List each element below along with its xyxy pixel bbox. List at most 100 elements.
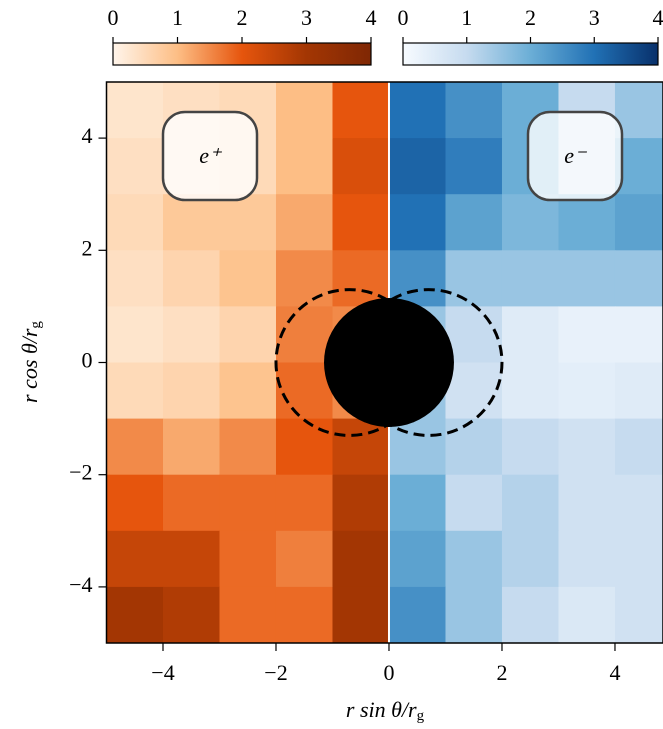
heatmap-cell xyxy=(445,306,503,363)
heatmap-cell xyxy=(332,586,390,643)
heatmap-cell xyxy=(106,418,164,476)
heatmap-cell xyxy=(614,586,663,643)
heatmap-cell xyxy=(219,530,277,588)
event-horizon xyxy=(324,297,454,428)
heatmap-cell xyxy=(614,362,663,420)
heatmap-cell xyxy=(332,194,390,251)
colorbar xyxy=(112,42,372,66)
y-axis-label: r cos θ/rg xyxy=(17,321,44,403)
heatmap-cell xyxy=(219,194,277,251)
y-label-sub: g xyxy=(28,321,44,329)
heatmap-cell xyxy=(614,250,663,307)
heatmap-cell xyxy=(558,250,616,307)
heatmap-cell xyxy=(162,474,220,532)
heatmap-cell xyxy=(388,530,446,588)
y-tick-label: −4 xyxy=(69,572,92,597)
heatmap-cell xyxy=(614,306,663,363)
heatmap-cell xyxy=(106,250,164,307)
heatmap-cell xyxy=(162,530,220,588)
heatmap-cell xyxy=(558,530,616,588)
heatmap-cell xyxy=(162,194,220,251)
heatmap-cell xyxy=(445,586,503,643)
heatmap-cell xyxy=(275,306,333,363)
heatmap-cell xyxy=(275,586,333,643)
heatmap-cell xyxy=(614,82,663,139)
x-label-sub: g xyxy=(417,708,425,724)
heatmap-cell xyxy=(445,362,503,420)
heatmap-cell xyxy=(275,530,333,588)
heatmap-cell xyxy=(558,194,616,251)
heatmap-cell xyxy=(275,474,333,532)
heatmap-cell xyxy=(219,362,277,420)
heatmap-cell xyxy=(275,250,333,307)
x-label-main: r sin θ/r xyxy=(346,697,417,722)
heatmap-cell xyxy=(332,82,390,139)
heatmap-cell xyxy=(162,306,220,363)
heatmap-cell xyxy=(558,418,616,476)
colorbar-tick-label: 1 xyxy=(172,5,183,30)
heatmap-cell xyxy=(388,418,446,476)
heatmap-cell xyxy=(501,306,559,363)
heatmap-cell xyxy=(558,474,616,532)
heatmap-cell xyxy=(501,530,559,588)
heatmap-cell xyxy=(162,362,220,420)
x-tick-label: 2 xyxy=(496,660,507,685)
colorbar-tick-label: 3 xyxy=(589,5,600,30)
heatmap-cell xyxy=(388,138,446,195)
heatmap-cell xyxy=(162,250,220,307)
heatmap-cell xyxy=(106,530,164,588)
heatmap-cell xyxy=(501,250,559,307)
heatmap-cell xyxy=(106,586,164,643)
colorbar-tick-label: 3 xyxy=(301,5,312,30)
heatmap-cell xyxy=(445,418,503,476)
heatmap-cell xyxy=(614,530,663,588)
heatmap-cell xyxy=(219,306,277,363)
y-label-main: r cos θ/r xyxy=(17,328,42,403)
y-tick-label: 4 xyxy=(82,123,93,148)
heatmap-cell xyxy=(501,474,559,532)
y-tick-label: 0 xyxy=(82,348,93,373)
colorbar-tick-label: 0 xyxy=(398,5,409,30)
heatmap-cell xyxy=(445,250,503,307)
heatmap-cell xyxy=(219,586,277,643)
heatmap-cell xyxy=(332,530,390,588)
x-tick-label: 0 xyxy=(383,660,394,685)
y-tick-label: −2 xyxy=(69,460,92,485)
heatmap-cell xyxy=(445,530,503,588)
heatmap-cell xyxy=(162,586,220,643)
heatmap-cell xyxy=(501,194,559,251)
heatmap-cell xyxy=(445,82,503,139)
colorbar-tick-label: 4 xyxy=(653,5,663,30)
heatmap-cell xyxy=(558,306,616,363)
colorbar xyxy=(402,42,659,66)
heatmap-cell xyxy=(106,306,164,363)
heatmap-cell xyxy=(106,82,164,139)
x-tick-label: 4 xyxy=(609,660,620,685)
heatmap-cell xyxy=(275,194,333,251)
colorbar-tick-label: 1 xyxy=(461,5,472,30)
heatmap-cell xyxy=(614,474,663,532)
y-tick-label: 2 xyxy=(82,235,93,260)
heatmap-cell xyxy=(275,418,333,476)
heatmap-cell xyxy=(332,138,390,195)
heatmap-cell xyxy=(219,474,277,532)
heatmap-cell xyxy=(219,250,277,307)
heatmap-cell xyxy=(388,82,446,139)
heatmap-cell xyxy=(501,418,559,476)
x-axis-label: r sin θ/rg xyxy=(346,697,425,724)
panel-label: e⁻ xyxy=(564,143,588,168)
heatmap-cell xyxy=(614,418,663,476)
heatmap-cell xyxy=(332,474,390,532)
heatmap-cell xyxy=(445,474,503,532)
heatmap-cell xyxy=(275,362,333,420)
heatmap-cell xyxy=(445,138,503,195)
heatmap-cell xyxy=(388,250,446,307)
heatmap-cell xyxy=(445,194,503,251)
panel-label-box xyxy=(161,110,259,202)
colorbar-tick-label: 0 xyxy=(108,5,119,30)
heatmap-cell xyxy=(501,586,559,643)
heatmap-cell xyxy=(388,474,446,532)
heatmap-cell xyxy=(106,194,164,251)
heatmap-cell xyxy=(332,418,390,476)
heatmap-cell xyxy=(558,586,616,643)
